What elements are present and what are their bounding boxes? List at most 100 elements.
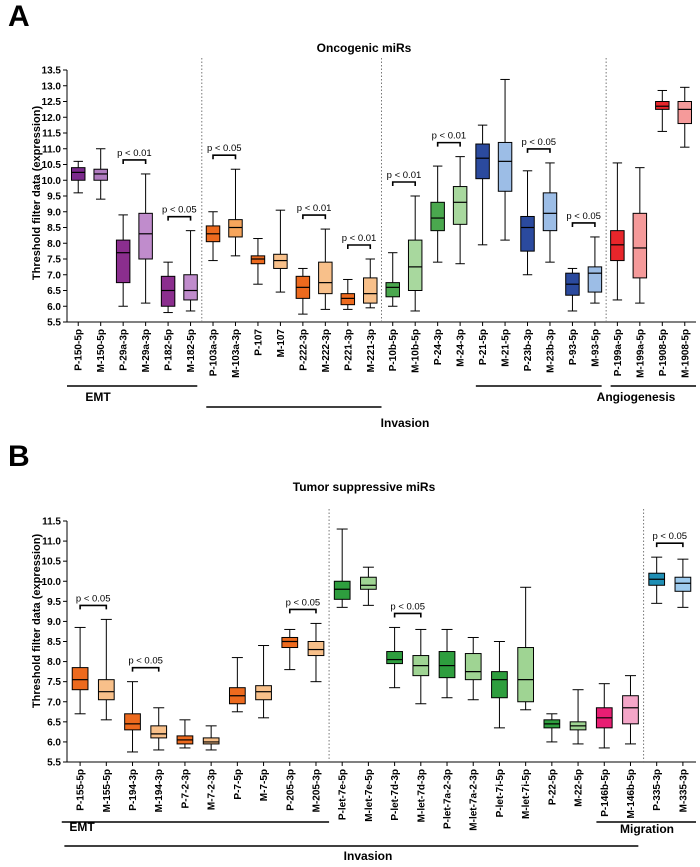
x-tick-label: P-22-5p (547, 769, 558, 805)
x-tick-label: M-21-5p (501, 329, 512, 367)
box-M-24-3p (452, 156, 468, 265)
box-P-7-5p (228, 657, 246, 713)
significance-bracket (526, 148, 551, 153)
y-tick-label: 13.0 (42, 81, 62, 92)
significance-label: p < 0.05 (286, 597, 321, 608)
box-iqr (318, 261, 333, 295)
box-P-182-5p (160, 261, 176, 314)
box-M-222-3p (318, 228, 333, 310)
box-iqr (587, 266, 603, 293)
y-tick-label: 5.5 (47, 758, 61, 769)
significance-annotation: p < 0.01 (387, 170, 422, 186)
significance-label: p < 0.05 (566, 211, 601, 222)
box-M-let-7e-5p (360, 566, 377, 606)
y-tick-label: 9.0 (47, 617, 61, 628)
x-tick-label: M-1908-5p (680, 329, 691, 378)
panel-a-group-angiogenesis: Angiogenesis (597, 390, 676, 404)
box-M-let-7i-5p (517, 586, 535, 711)
x-tick-label: M-182-5p (186, 329, 197, 372)
box-P-22-5p (543, 713, 561, 743)
box-M-23b-3p (542, 162, 558, 263)
significance-label: p < 0.05 (162, 205, 197, 216)
significance-annotation: p < 0.01 (432, 131, 467, 147)
y-tick-label: 10.0 (42, 176, 62, 187)
box-iqr (202, 737, 220, 745)
x-tick-label: P-155-5p (76, 769, 87, 811)
x-tick-label: P-24-3p (433, 329, 444, 365)
x-tick-label: P-21-5p (478, 329, 489, 365)
y-tick-label: 9.5 (47, 192, 61, 203)
significance-bracket (131, 666, 160, 672)
significance-annotation: p < 0.05 (286, 597, 321, 614)
x-tick-label: M-22-5p (574, 769, 585, 807)
y-tick-label: 6.5 (47, 286, 61, 297)
box-iqr (622, 695, 639, 725)
box-iqr (674, 576, 692, 592)
significance-annotation: p < 0.05 (207, 143, 242, 160)
box-iqr (497, 141, 513, 192)
significance-label: p < 0.05 (390, 601, 425, 612)
panel-a-title: Oncogenic miRs (317, 41, 412, 55)
x-tick-label: P-let-7i-5p (495, 769, 506, 817)
significance-bracket (393, 612, 422, 618)
box-iqr (340, 293, 356, 306)
box-M-let-7d-3p (412, 628, 430, 705)
box-iqr (360, 576, 377, 590)
panel-a-letter: A (8, 0, 30, 33)
box-iqr (138, 212, 153, 260)
box-P-let-7e-5p (333, 528, 351, 608)
box-iqr (632, 212, 648, 279)
x-tick-label: P-182-5p (164, 329, 175, 371)
box-iqr (407, 239, 423, 292)
box-M-107 (273, 209, 288, 293)
significance-label: p < 0.01 (342, 233, 377, 244)
y-tick-label: 6.0 (47, 302, 61, 313)
x-tick-label: P-205-3p (285, 769, 296, 811)
box-M-let-7a-2-3p (464, 636, 482, 701)
x-tick-label: M-24-3p (456, 329, 467, 367)
x-tick-label: P-146b-5p (600, 769, 611, 817)
box-iqr (517, 647, 535, 703)
x-tick-label: P-103a-3p (209, 329, 220, 376)
box-P-150-5p (70, 160, 86, 194)
box-M-150-5p (93, 148, 108, 200)
significance-annotation: p < 0.05 (566, 211, 601, 227)
box-iqr (71, 667, 89, 691)
x-tick-label: M-335-3p (678, 769, 689, 812)
x-tick-label: M-103a-3p (231, 329, 242, 378)
box-P-let-7i-5p (491, 641, 508, 729)
y-tick-label: 9.0 (47, 207, 61, 218)
significance-label: p < 0.01 (432, 131, 467, 142)
box-M-199a-5p (632, 167, 648, 304)
y-tick-label: 7.5 (47, 255, 61, 266)
significance-annotation: p < 0.05 (521, 137, 556, 153)
y-tick-label: 11.5 (42, 517, 61, 528)
box-P-107 (250, 238, 266, 285)
box-iqr (70, 167, 86, 181)
y-tick-label: 8.0 (47, 657, 61, 668)
x-tick-label: P-150-5p (74, 329, 85, 371)
box-iqr (677, 101, 693, 125)
box-P-23b-3p (520, 170, 535, 276)
box-iqr (255, 685, 272, 701)
box-P-1908-5p (655, 89, 670, 132)
x-tick-label: M-146b-5p (626, 769, 637, 818)
box-iqr (160, 275, 176, 307)
box-iqr (386, 651, 403, 665)
box-P-194-3p (124, 681, 141, 753)
box-iqr (464, 653, 482, 681)
x-tick-label: M-150-5p (96, 329, 107, 372)
y-tick-label: 11.0 (42, 144, 61, 155)
significance-annotation: p < 0.01 (117, 148, 152, 164)
significance-annotation: p < 0.05 (128, 656, 163, 672)
y-tick-label: 11.0 (42, 537, 61, 548)
x-tick-label: P-23b-3p (523, 329, 534, 371)
panel-b-title: Tumor suppressive miRs (293, 480, 436, 494)
y-tick-label: 12.0 (42, 113, 62, 124)
x-tick-label: P-199a-5p (613, 329, 624, 376)
y-tick-label: 7.0 (47, 697, 61, 708)
y-tick-label: 13.5 (42, 66, 62, 77)
panel-b-letter: B (8, 440, 30, 473)
x-tick-label: P-107 (253, 329, 264, 356)
significance-label: p < 0.01 (387, 170, 422, 181)
